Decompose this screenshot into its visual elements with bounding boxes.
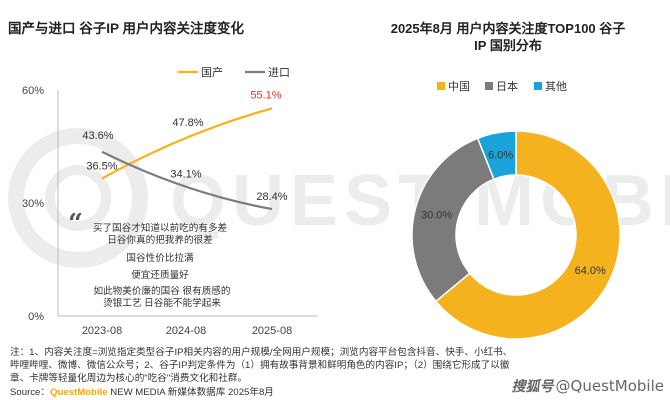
footnote-line-2: 哔哩哔哩、微博、微信公众号；2、谷子IP判定条件为（1）拥有故事背景和鲜明角色的… — [10, 360, 510, 371]
data-labels: 36.5% 47.8% 55.1% 43.6% 34.1% 28.4% — [82, 89, 287, 203]
line-chart: 0% 30% 60% 2023-08 2024-08 2025-08 36.5% 47.8… — [22, 65, 318, 337]
donut-title-line2: IP 国别分布 — [474, 38, 542, 53]
x-tick-label-2: 2025-08 — [252, 325, 292, 337]
y-tick-label-0: 0% — [28, 311, 44, 323]
series-line-0 — [101, 107, 273, 180]
series-lines — [101, 107, 273, 211]
legend-label-1: 进口 — [268, 66, 290, 79]
quote-line-4: 便宜还质量好 — [131, 269, 189, 281]
quote-line-6: 烫银工艺 日谷能不能学起来 — [103, 297, 221, 309]
source-line: Source：QuestMobile NEW MEDIA 新媒体数据库 2025… — [10, 384, 274, 398]
legend-label-0: 国产 — [201, 65, 223, 79]
donut-label-2: 6.0% — [488, 149, 513, 161]
line-legend: 国产 进口 — [178, 65, 290, 79]
y-tick-label-2: 60% — [22, 85, 44, 97]
quote-line-5: 如此物美价廉的国谷 很有质感的 — [94, 285, 231, 297]
quote-mark: “ — [68, 209, 83, 239]
donut-label-0: 64.0% — [575, 265, 606, 277]
quote-line-2: 日谷你真的把我养的很差 — [107, 234, 213, 246]
donut-slice-1 — [411, 137, 495, 303]
watermark-handle: @QuestMobile — [555, 377, 664, 395]
donut-chart-title: 2025年8月 用户内容关注度TOP100 谷子 IP 国别分布 — [358, 20, 658, 54]
donut-legend-swatch-0 — [437, 82, 445, 90]
donut-label-1: 30.0% — [421, 210, 452, 222]
corner-watermark: 搜狐号 @QuestMobile — [512, 376, 664, 396]
donut-slice-labels: 64.0% 30.0% 6.0% — [421, 149, 606, 276]
quote-line-3: 国谷性价比拉满 — [126, 252, 194, 264]
sohu-logo: 搜狐号 — [511, 379, 554, 395]
donut-legend-label-1: 日本 — [496, 79, 518, 93]
donut-title-line1: 2025年8月 用户内容关注度TOP100 谷子 — [390, 21, 626, 36]
data-label-s1-1: 34.1% — [170, 169, 201, 181]
donut-chart: 中国 日本 其他 64.0% 30.0% 6.0% — [411, 79, 621, 340]
donut-legend-label-0: 中国 — [448, 80, 470, 93]
footnote-line-3: 章、卡牌等轻量化周边为核心的"吃谷"消费文化和社群。 — [10, 373, 248, 384]
donut-legend-swatch-1 — [485, 82, 493, 90]
donut-slice-0 — [434, 130, 621, 340]
series-line-1 — [101, 150, 273, 211]
data-label-s0-2: 55.1% — [250, 89, 281, 101]
source-suffix: NEW MEDIA 新媒体数据库 2025年8月 — [107, 387, 274, 398]
data-label-s1-0: 43.6% — [82, 130, 113, 142]
x-tick-label-0: 2023-08 — [82, 325, 122, 337]
source-prefix: Source： — [10, 387, 50, 398]
x-tick-label-1: 2024-08 — [166, 325, 206, 337]
y-tick-label-1: 30% — [22, 198, 44, 210]
donut-slices — [411, 130, 621, 340]
x-tick-labels: 2023-08 2024-08 2025-08 — [82, 325, 292, 337]
donut-legend-swatch-2 — [534, 82, 542, 90]
quote-line-1: 买了国谷才知道以前吃的有多差 — [93, 222, 228, 234]
data-label-s0-0: 36.5% — [86, 161, 117, 173]
y-tick-labels: 0% 30% 60% — [22, 85, 44, 323]
source-brand: QuestMobile — [50, 387, 108, 398]
donut-legend: 中国 日本 其他 — [437, 79, 567, 93]
data-label-s1-2: 28.4% — [256, 191, 287, 203]
donut-legend-label-2: 其他 — [545, 80, 567, 93]
donut-slice-2 — [476, 130, 517, 181]
footnote-line-1: 注：1、内容关注度=浏览指定类型谷子IP相关内容的用户规模/全网用户规模；浏览内… — [10, 347, 513, 358]
data-label-s0-1: 47.8% — [172, 117, 203, 129]
footnotes: 注：1、内容关注度=浏览指定类型谷子IP相关内容的用户规模/全网用户规模；浏览内… — [10, 346, 660, 385]
line-chart-title: 国产与进口 谷子IP 用户内容关注度变化 — [8, 21, 245, 36]
